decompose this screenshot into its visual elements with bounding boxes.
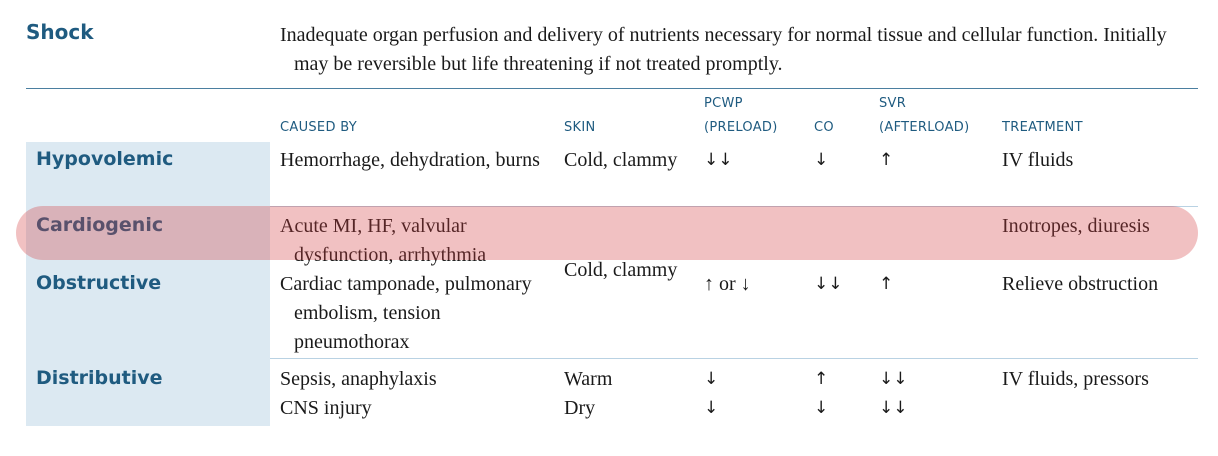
distributive-co-2: ↓ [814, 398, 829, 418]
row-label-column [26, 142, 270, 426]
hypovolemic-co: ↓ [814, 150, 829, 170]
distributive-pcwp-2: ↓ [704, 398, 719, 418]
top-divider [26, 88, 1198, 89]
obstructive-svr: ↑ [879, 274, 894, 294]
page-title: Shock [26, 20, 94, 44]
hypovolemic-skin: Cold, clammy [564, 149, 678, 171]
distributive-svr-1: ↓↓ [879, 369, 908, 389]
distributive-skin-1: Warm [564, 368, 613, 390]
header-pcwp-preload: (PRELOAD) [704, 120, 778, 135]
header-svr: SVR [879, 96, 907, 111]
hypovolemic-treatment: IV fluids [1002, 149, 1074, 171]
obstructive-pcwp: ↑ or ↓ [704, 273, 751, 295]
distributive-co-1: ↑ [814, 369, 829, 389]
row-name-cardiogenic: Cardiogenic [36, 214, 164, 236]
row-name-hypovolemic: Hypovolemic [36, 148, 174, 170]
row-name-distributive: Distributive [36, 367, 163, 389]
cardiogenic-highlight [16, 206, 1198, 260]
distributive-skin-2: Dry [564, 397, 596, 419]
cardiogenic-treatment: Inotropes, diuresis [1002, 215, 1150, 237]
header-treatment: TREATMENT [1002, 120, 1083, 135]
header-pcwp: PCWP [704, 96, 743, 111]
row-divider [270, 358, 1198, 359]
header-svr-afterload: (AFTERLOAD) [879, 120, 970, 135]
distributive-caused-by-2: CNS injury [280, 397, 372, 419]
distributive-caused-by-1: Sepsis, anaphylaxis [280, 368, 437, 390]
obstructive-treatment: Relieve obstruction [1002, 273, 1159, 295]
shock-definition: Inadequate organ perfusion and delivery … [280, 24, 1167, 75]
cardiogenic-caused-by: Acute MI, HF, valvular dysfunction, arrh… [280, 215, 487, 266]
distributive-svr-2: ↓↓ [879, 398, 908, 418]
hypovolemic-pcwp: ↓↓ [704, 150, 733, 170]
distributive-treatment: IV fluids, pressors [1002, 368, 1149, 390]
header-co: CO [814, 120, 834, 135]
row-name-obstructive: Obstructive [36, 272, 162, 294]
obstructive-caused-by: Cardiac tamponade, pulmonary embolism, t… [280, 273, 532, 353]
distributive-pcwp-1: ↓ [704, 369, 719, 389]
header-skin: SKIN [564, 120, 596, 135]
hypovolemic-caused-by: Hemorrhage, dehydration, burns [280, 149, 540, 171]
hypovolemic-svr: ↑ [879, 150, 894, 170]
row-divider [270, 206, 1198, 207]
obstructive-skin: Cold, clammy [564, 259, 678, 281]
obstructive-co: ↓↓ [814, 274, 843, 294]
header-caused-by: CAUSED BY [280, 120, 357, 135]
